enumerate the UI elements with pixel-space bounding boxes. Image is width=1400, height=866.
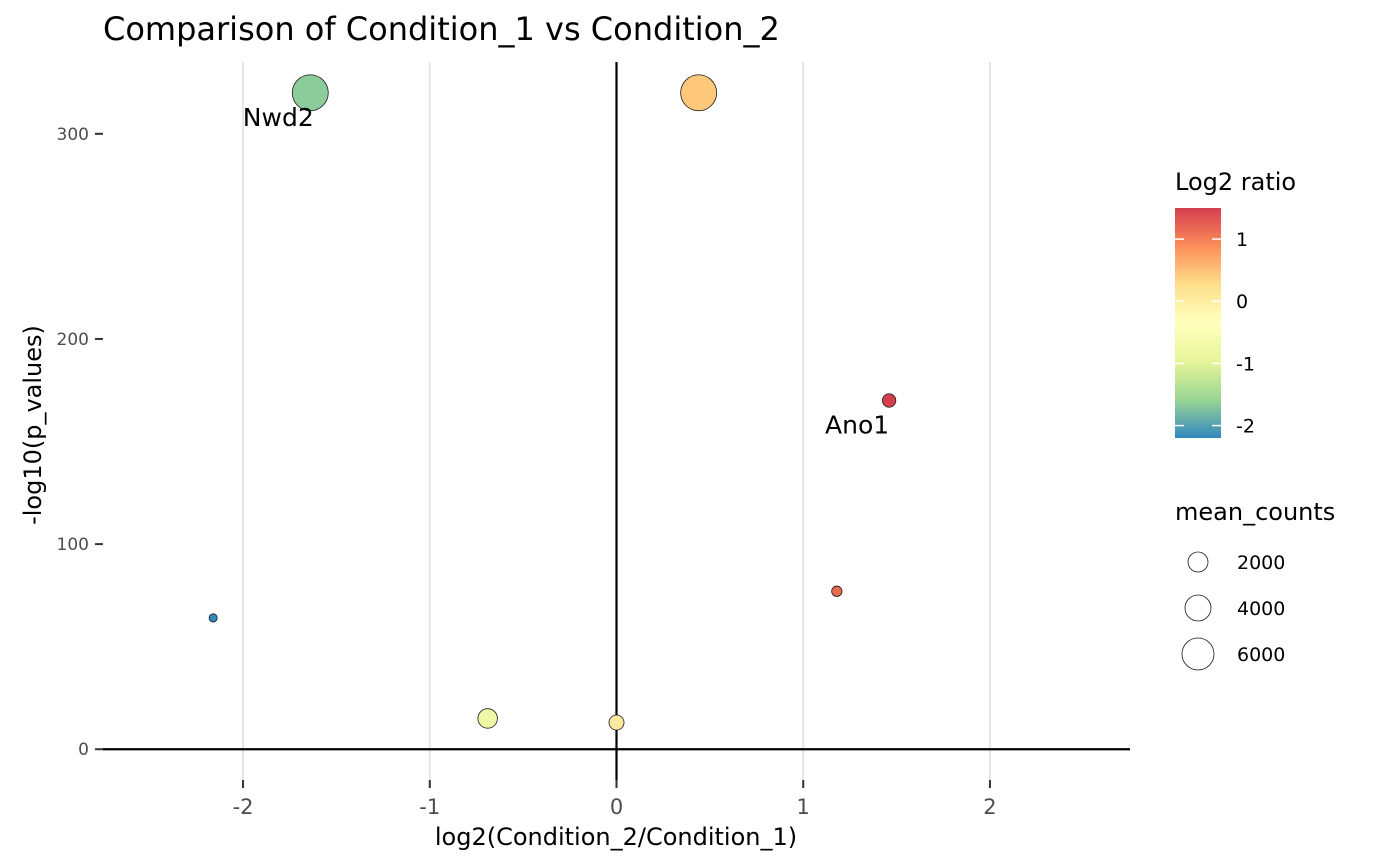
- y-tick-label: 0: [78, 740, 89, 760]
- colorbar: [1175, 208, 1221, 438]
- color-legend-title: Log2 ratio: [1175, 168, 1296, 196]
- colorbar-tick-label: 0: [1236, 291, 1248, 313]
- data-point: [831, 585, 843, 597]
- size-legend-title: mean_counts: [1175, 498, 1335, 526]
- data-point: [680, 74, 718, 112]
- data-point: [882, 393, 897, 408]
- color-legend: Log2 ratio 1 0 -1 -2: [1175, 168, 1296, 438]
- x-tick-label: 0: [610, 795, 623, 819]
- point-label: Ano1: [825, 410, 889, 439]
- y-axis-ticks: 0 100 200 300: [57, 125, 103, 760]
- size-legend-label: 6000: [1237, 644, 1285, 666]
- size-legend: mean_counts 2000 4000 6000: [1175, 498, 1335, 671]
- y-tick-label: 100: [57, 535, 89, 555]
- size-legend-key: [1181, 637, 1215, 671]
- axes: [103, 62, 1130, 780]
- x-axis-title: log2(Condition_2/Condition_1): [435, 823, 797, 851]
- y-tick-label: 300: [57, 125, 89, 145]
- x-axis-ticks: -2 -1 0 1 2: [233, 780, 997, 819]
- data-point: [208, 613, 218, 623]
- size-legend-label: 2000: [1237, 552, 1285, 574]
- x-tick-label: -1: [419, 795, 440, 819]
- y-axis-title: -log10(p_values): [19, 325, 47, 525]
- data-point: [291, 74, 329, 112]
- y-tick-label: 200: [57, 330, 89, 350]
- size-legend-items: 2000 4000 6000: [1181, 551, 1285, 671]
- size-legend-key: [1184, 594, 1212, 622]
- colorbar-tick-label: -2: [1236, 416, 1255, 438]
- size-legend-label: 4000: [1237, 598, 1285, 620]
- x-tick-label: 2: [983, 795, 996, 819]
- size-legend-key: [1187, 551, 1209, 573]
- x-tick-label: 1: [797, 795, 810, 819]
- data-point: [608, 714, 625, 731]
- colorbar-ticks: 1 0 -1 -2: [1175, 229, 1255, 438]
- chart-title: Comparison of Condition_1 vs Condition_2: [103, 10, 780, 48]
- colorbar-tick-label: -1: [1236, 353, 1255, 375]
- x-tick-label: -2: [233, 795, 254, 819]
- colorbar-tick-label: 1: [1236, 229, 1248, 251]
- point-label: Nwd2: [243, 103, 314, 132]
- data-points: [208, 74, 897, 731]
- data-point: [477, 708, 498, 729]
- point-labels: Nwd2 Ano1: [243, 103, 889, 440]
